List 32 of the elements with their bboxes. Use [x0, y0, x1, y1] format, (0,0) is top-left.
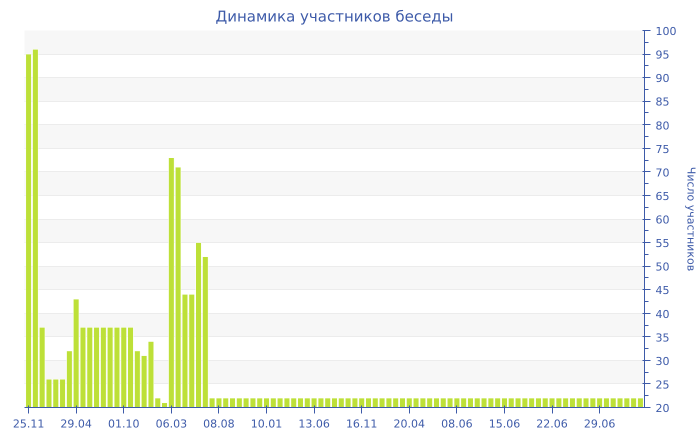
- x-tick-label: 22.06: [536, 418, 568, 430]
- y-tick-label: 60: [656, 214, 670, 226]
- x-tick-label: 29.04: [60, 418, 92, 430]
- y-tick-label: 100: [656, 25, 676, 38]
- x-tick-label: 20.04: [394, 418, 426, 430]
- x-tick-label: 10.01: [250, 418, 282, 430]
- y-tick-label: 35: [656, 331, 670, 344]
- y-axis-title: Число участников: [684, 166, 698, 272]
- x-tick-label: 13.06: [298, 418, 330, 430]
- y-tick-label: 45: [656, 284, 670, 298]
- y-tick-label: 65: [656, 190, 670, 203]
- x-tick-label: 06.03: [156, 418, 188, 430]
- y-tick-label: 95: [656, 48, 670, 62]
- x-tick-label: 16.11: [346, 418, 378, 430]
- y-tick-label: 70: [656, 166, 670, 180]
- y-tick-label: 30: [656, 354, 670, 368]
- y-tick-label: 75: [656, 142, 670, 156]
- x-tick-label: 29.06: [584, 418, 616, 430]
- y-tick-label: 80: [656, 119, 670, 132]
- y-tick-label: 40: [656, 308, 670, 321]
- y-tick-label: 90: [656, 72, 670, 86]
- x-tick-label: 25.11: [12, 418, 44, 430]
- x-tick-label: 08.06: [441, 418, 473, 430]
- x-tick-label: 15.06: [488, 418, 520, 430]
- y-tick-label: 25: [656, 378, 670, 392]
- chart-title: Динамика участников беседы: [215, 8, 454, 26]
- x-tick-label: 01.10: [108, 418, 140, 430]
- x-tick-label: 08.08: [203, 418, 235, 430]
- y-tick-label: 20: [656, 402, 670, 415]
- y-tick-label: 55: [656, 237, 670, 250]
- y-tick-label: 85: [656, 96, 670, 109]
- y-tick-label: 50: [656, 260, 670, 274]
